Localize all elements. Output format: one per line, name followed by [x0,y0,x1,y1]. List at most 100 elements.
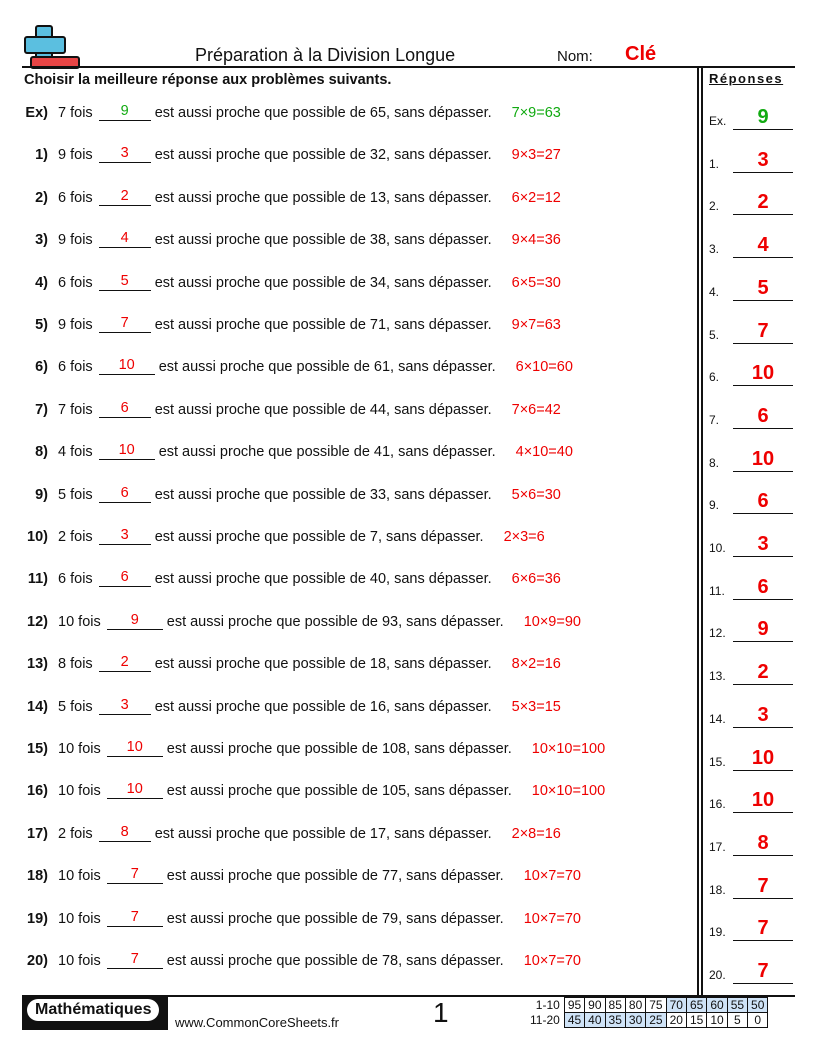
problem-number: 15) [27,741,48,757]
fois-word: fois [78,613,101,630]
score-cell: 85 [604,997,626,1013]
problem-number: 4) [35,274,48,291]
answer-key-item: 7. 6 [709,403,793,429]
answer-blank: 6 [98,485,151,503]
score-cell: 40 [584,1012,606,1028]
problem-row: 1) 9 fois 3 est aussi proche que possible d… [0,141,561,164]
answer-key-value: 6 [733,575,793,600]
answer-key-value: 10 [733,788,793,814]
score-cell: 90 [584,997,606,1013]
problem-text: est aussi proche que possible de 7, sans… [154,529,484,545]
problem-number: 12) [27,613,48,630]
answer-key-number: 8. [709,455,720,470]
answer-key-value: 8 [733,831,793,856]
fois-word: fois [70,317,93,333]
fois-word: fois [70,147,93,164]
fois-word: fois [78,910,101,927]
answer-key-item: Ex. 9 [709,104,793,130]
problem-number: 14) [27,698,48,715]
answer-key-item: 17. 8 [709,830,793,856]
problem-text: est aussi proche que possible de 65, san… [154,105,492,121]
multiplier: 9 [58,147,67,164]
problem-text: est aussi proche que possible de 71, san… [154,317,492,333]
problem-number: 10) [27,529,48,545]
solution-equation: 2×8=16 [511,825,561,842]
problem-number: 16) [27,783,48,800]
answer-key-value: 3 [733,703,793,728]
problem-row: 15) 10 fois 10 est aussi proche que possibl… [0,735,605,757]
page-number: 1 [433,997,449,1028]
solution-equation: 5×6=30 [511,486,561,503]
problem-text: est aussi proche que possible de 61, san… [158,359,496,376]
solution-equation: 7×6=42 [511,401,561,418]
score-table: 1-10 95 90 85 80 75 70 65 60 55 50 11-20 45 40 35 30 25 2… [527,997,769,1028]
answer-blank: 4 [98,230,151,249]
problem-number: 8) [35,444,48,461]
solution-equation: 2×3=6 [503,529,545,545]
solution-equation: 6×6=36 [511,571,561,588]
fois-word: fois [70,359,93,376]
answer-blank: 6 [98,400,151,418]
problem-row: 12) 10 fois 9 est aussi proche que possible… [0,608,581,630]
solution-equation: 10×7=70 [523,953,581,969]
answer-key-value: 3 [733,148,793,173]
answer-key-number: 2. [709,199,720,214]
answer-blank: 10 [106,739,163,757]
multiplier: 7 [58,401,67,418]
answer-key-value: 3 [733,532,793,557]
answer-blank: 10 [98,357,155,376]
answer-blank: 10 [106,781,163,800]
score-cell: 55 [726,997,749,1013]
score-cell: 80 [624,997,647,1013]
score-cell: 5 [726,1012,749,1028]
problem-row: 4) 6 fois 5 est aussi proche que possible d… [0,269,561,291]
problem-text: est aussi proche que possible de 18, san… [154,656,492,673]
answer-key-value: 10 [733,447,793,472]
fois-word: fois [70,232,93,249]
answer-key-number: 12. [709,626,726,641]
answer-key-item: 5. 7 [709,318,793,344]
problem-number: 20) [27,953,48,969]
solution-equation: 4×10=40 [515,444,573,461]
score-cell: 70 [665,997,687,1013]
solution-equation: 9×7=63 [511,317,561,333]
answer-key-value: 7 [733,916,793,942]
problem-row: 20) 10 fois 7 est aussi proche que possible… [0,947,581,969]
answer-key-item: 16. 10 [709,787,793,814]
answer-key-item: 18. 7 [709,873,793,899]
problem-text: est aussi proche que possible de 108, sa… [166,741,512,757]
solution-equation: 6×2=12 [511,189,561,206]
answer-key-item: 13. 2 [709,659,793,686]
answer-key-number: Ex. [709,114,727,128]
problem-row: 18) 10 fois 7 est aussi proche que possible… [0,862,581,885]
problem-text: est aussi proche que possible de 105, sa… [166,783,512,800]
answer-blank: 3 [98,145,151,164]
answer-key-number: 9. [709,498,720,513]
problem-number: 13) [27,656,48,673]
answer-blank: 5 [98,273,151,291]
multiplier: 6 [58,571,67,588]
answer-key-value: 2 [733,190,793,216]
name-value: Clé [625,43,657,65]
fois-word: fois [70,571,93,588]
problem-text: est aussi proche que possible de 44, san… [154,401,492,418]
score-cell: 0 [747,1012,769,1028]
score-cell: 30 [624,1012,647,1028]
problem-text: est aussi proche que possible de 16, san… [154,698,492,715]
score-range-label: 1-10 [535,998,560,1012]
fois-word: fois [78,783,101,800]
problem-number: 2) [35,189,48,206]
multiplier: 10 [58,868,75,885]
problem-row: 11) 6 fois 6 est aussi proche que possible … [0,565,561,588]
problem-row: Ex) 7 fois 9 est aussi proche que possible … [0,99,561,121]
answer-key-number: 4. [709,284,720,299]
problem-text: est aussi proche que possible de 34, san… [154,274,492,291]
multiplier: 10 [58,783,75,800]
solution-equation: 10×10=100 [531,783,606,800]
problem-text: est aussi proche que possible de 38, san… [154,232,492,249]
answer-key-number: 14. [709,711,726,726]
answer-key-number: 20. [709,968,726,982]
score-cell: 35 [604,1012,626,1028]
problem-text: est aussi proche que possible de 13, san… [154,189,492,206]
score-cell: 50 [747,997,769,1013]
